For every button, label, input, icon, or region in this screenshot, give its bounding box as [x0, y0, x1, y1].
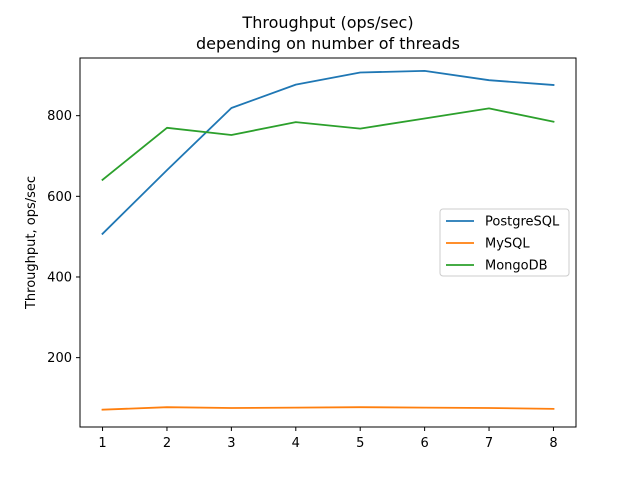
plot-area-frame	[79, 57, 577, 428]
x-tick-label: 8	[549, 436, 557, 451]
x-tick-label: 7	[485, 436, 493, 451]
ticks-layer: 1 2 3 4 5 6 7 8 200 400 600 800	[47, 109, 557, 451]
x-tick-label: 1	[98, 436, 106, 451]
series-line-postgresql	[101, 70, 555, 236]
y-tick-label: 800	[47, 109, 72, 124]
series-line-mysql	[101, 406, 555, 411]
y-tick-label: 600	[47, 190, 72, 205]
chart-subtitle: depending on number of threads	[196, 34, 460, 53]
legend-frame	[439, 208, 570, 277]
legend-label-postgresql: PostgreSQL	[485, 215, 560, 230]
y-tick-label: 400	[47, 270, 72, 285]
x-tick-label: 4	[292, 436, 300, 451]
y-axis-label: Throughput, ops/sec	[24, 176, 39, 310]
series-layer	[101, 70, 555, 411]
x-tick-label: 2	[163, 436, 171, 451]
x-tick-label: 3	[227, 436, 235, 451]
y-tick-label: 200	[47, 351, 72, 366]
x-tick-label: 5	[356, 436, 364, 451]
x-tick-label: 6	[420, 436, 428, 451]
legend-label-mysql: MySQL	[485, 237, 530, 252]
legend: PostgreSQL MySQL MongoDB	[439, 208, 570, 277]
chart-title: Throughput (ops/sec)	[241, 13, 413, 32]
legend-label-mongodb: MongoDB	[485, 259, 548, 274]
series-line-mongodb	[101, 107, 555, 182]
